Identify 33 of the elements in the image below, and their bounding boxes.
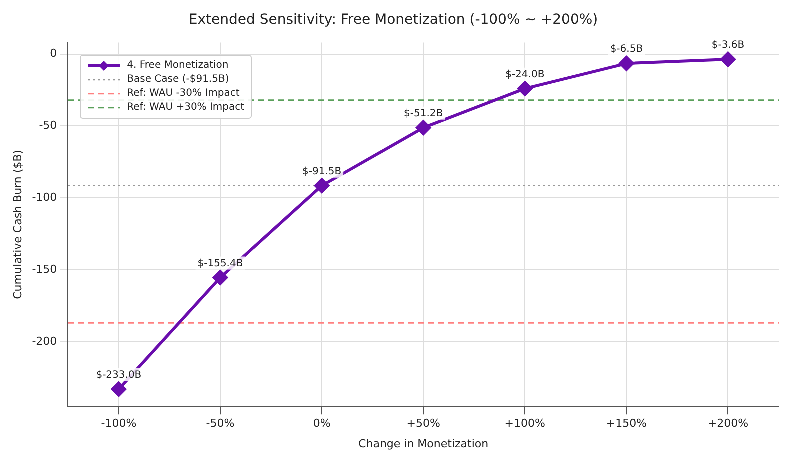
point (111, 382, 126, 397)
y-tick-label: -200 (32, 334, 58, 348)
y-tick-label: 0 (50, 47, 58, 60)
data-label: $-91.5B (302, 166, 342, 178)
legend-label: Base Case (-$91.5B) (127, 72, 230, 87)
data-label: $-24.0B (506, 69, 545, 80)
data-label: $-6.5B (610, 44, 644, 56)
point (720, 52, 736, 67)
y-axis-title: Cumulative Cash Burn ($B) (11, 150, 24, 300)
ref-line-label: Ref: WAU +30% Impact (127, 100, 245, 115)
legend-label: 4. Free Monetization (127, 58, 229, 73)
point (212, 270, 228, 286)
legend-label: Ref: WAU -30% Impact (127, 86, 240, 101)
x-tick-label: 0% (313, 417, 331, 430)
x-tick-label: +50% (406, 417, 440, 430)
x-tick-label: -50% (206, 417, 235, 430)
chart-title: Extended Sensitivity: Free Monetization (-100% ~ +200%) (188, 12, 598, 28)
x-tick-label: +200% (708, 417, 749, 430)
x-tick-label: -100% (101, 417, 137, 430)
point (314, 178, 330, 194)
data-label: $-51.2B (404, 108, 444, 120)
data-label: $-3.6B (712, 40, 745, 52)
point (416, 120, 432, 136)
x-axis-title: Change in Monetization (358, 437, 489, 450)
point (619, 56, 634, 72)
y-tick-label: -100 (32, 190, 58, 204)
point (518, 81, 533, 96)
x-tick-label: +100% (504, 417, 546, 430)
data-label: $-155.4B (198, 258, 244, 270)
y-tick-label: -150 (32, 262, 58, 276)
y-tick-label: -50 (39, 119, 58, 132)
x-tick-label: +150% (606, 417, 648, 430)
data-label: $-233.0B (96, 370, 142, 381)
